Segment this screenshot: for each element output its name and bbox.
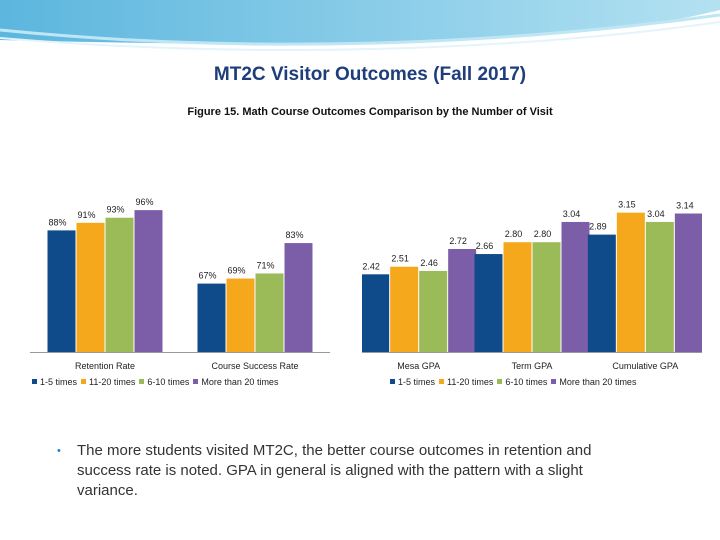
bar-mesa-gpa-more-than-20-times (448, 248, 477, 352)
legend-label: 11-20 times (447, 377, 494, 387)
bar-term-gpa-1-5-times (474, 254, 503, 352)
legend-label: 1-5 times (40, 377, 78, 387)
legend-item-11-20-times: 11-20 times (81, 377, 135, 387)
legend-label: 6-10 times (147, 377, 190, 387)
data-label: 69% (227, 266, 245, 276)
bar-cumulative-gpa-1-5-times (587, 234, 616, 352)
legend-item-more-than-20-times: More than 20 times (551, 377, 636, 387)
chart-gpa: 2.42 2.51 2.46 2.72 Mesa GPA 2.66 2.80 2.80 3.04… (362, 200, 702, 371)
data-label: 91% (77, 210, 95, 220)
data-label: 2.89 (589, 222, 607, 232)
data-label: 88% (48, 217, 66, 227)
legend-right: 1-5 times 11-20 times 6-10 times More than … (390, 377, 640, 387)
legend-swatch (193, 379, 199, 384)
data-label: 2.80 (505, 229, 523, 239)
category-label-course-success-rate: Course Success Rate (211, 361, 298, 371)
bar-mesa-gpa-11-20-times (390, 266, 419, 352)
data-label: 2.46 (420, 258, 438, 268)
data-label: 3.15 (618, 200, 636, 210)
legend-swatch (551, 379, 557, 384)
data-label: 2.72 (449, 236, 467, 246)
legend-label: 11-20 times (89, 377, 136, 387)
category-label-cumulative-gpa: Cumulative GPA (612, 361, 678, 371)
data-label: 2.42 (362, 261, 380, 271)
legend-swatch (497, 379, 503, 384)
bar-mesa-gpa-1-5-times (362, 274, 390, 352)
slide-title: MT2C Visitor Outcomes (Fall 2017) (213, 64, 527, 85)
legend-item-6-10-times: 6-10 times (139, 377, 189, 387)
category-label-term-gpa: Term GPA (512, 361, 553, 371)
legend-swatch (32, 379, 37, 384)
data-label: 3.04 (563, 209, 581, 219)
category-label-mesa-gpa: Mesa GPA (397, 361, 440, 371)
legend-label: More than 20 times (201, 377, 279, 387)
category-label-retention-rate: Retention Rate (75, 361, 135, 371)
figure-title: Figure 15. Math Course Outcomes Comparis… (187, 106, 553, 118)
data-label: 67% (198, 271, 216, 281)
data-label: 2.66 (476, 241, 494, 251)
bar-course-success-rate-11-20-times (226, 278, 255, 352)
bar-retention-rate-1-5-times (47, 230, 76, 352)
legend-left: 1-5 times 11-20 times 6-10 times More than … (32, 377, 282, 387)
legend-label: 1-5 times (398, 377, 436, 387)
bar-term-gpa-6-10-times (532, 242, 561, 352)
bar-cumulative-gpa-more-than-20-times (674, 213, 702, 352)
decorative-header-swoosh (0, 0, 720, 51)
bar-course-success-rate-6-10-times (255, 273, 284, 352)
bar-cumulative-gpa-11-20-times (616, 212, 645, 352)
legend-label: More than 20 times (559, 377, 637, 387)
data-label: 93% (106, 205, 124, 215)
legend-item-1-5-times: 1-5 times (32, 377, 77, 387)
data-label: 2.80 (534, 229, 552, 239)
bar-retention-rate-11-20-times (76, 222, 105, 352)
bullet-text: The more students visited MT2C, the bett… (77, 442, 592, 499)
bar-mesa-gpa-6-10-times (419, 270, 448, 352)
bar-retention-rate-more-than-20-times (134, 210, 163, 352)
legend-item-11-20-times: 11-20 times (439, 377, 493, 387)
bar-term-gpa-more-than-20-times (561, 221, 590, 352)
bar-course-success-rate-1-5-times (197, 283, 226, 352)
bar-term-gpa-11-20-times (503, 242, 532, 352)
legend-swatch (81, 379, 87, 384)
legend-label: 6-10 times (505, 377, 548, 387)
data-label: 3.14 (676, 201, 694, 211)
chart-retention-success: 88% 91% 93% 96% Retention Rate 67% 69% 71% 83% Co… (30, 197, 330, 371)
data-label: 83% (285, 230, 303, 240)
bar-retention-rate-6-10-times (105, 217, 134, 352)
legend-item-6-10-times: 6-10 times (497, 377, 547, 387)
data-label: 3.04 (647, 209, 665, 219)
legend-swatch (439, 379, 445, 384)
bar-course-success-rate-more-than-20-times (284, 243, 313, 352)
legend-swatch (139, 379, 145, 384)
data-label: 71% (256, 260, 274, 270)
legend-item-1-5-times: 1-5 times (390, 377, 435, 387)
legend-item-more-than-20-times: More than 20 times (193, 377, 278, 387)
legend-swatch (390, 379, 395, 384)
bar-cumulative-gpa-6-10-times (645, 221, 674, 352)
bullet-icon: • (57, 445, 61, 457)
data-label: 96% (135, 197, 153, 207)
data-label: 2.51 (391, 254, 409, 264)
